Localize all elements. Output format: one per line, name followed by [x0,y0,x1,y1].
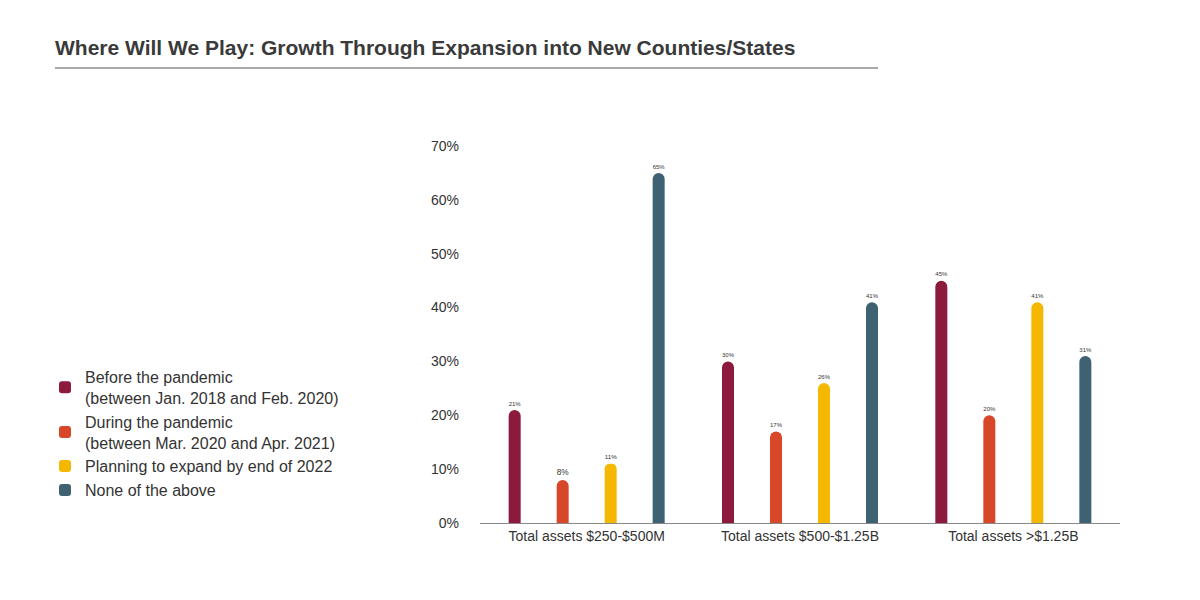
svg-text:Total assets >$1.25B: Total assets >$1.25B [948,528,1078,544]
svg-text:50%: 50% [431,246,459,262]
svg-text:41%: 41% [866,293,879,299]
svg-text:60%: 60% [431,192,459,208]
svg-text:45%: 45% [935,271,948,277]
svg-text:70%: 70% [431,138,459,154]
svg-text:Total assets $500-$1.25B: Total assets $500-$1.25B [721,528,879,544]
svg-text:65%: 65% [653,164,666,170]
svg-text:Total assets $250-$500M: Total assets $250-$500M [508,528,664,544]
svg-text:Where Will We Play: Growth Thr: Where Will We Play: Growth Through Expan… [55,36,795,59]
svg-text:26%: 26% [818,374,831,380]
svg-text:41%: 41% [1031,293,1044,299]
svg-text:30%: 30% [722,352,735,358]
svg-text:40%: 40% [431,299,459,315]
svg-text:Planning to expand by end of 2: Planning to expand by end of 2022 [85,458,332,475]
svg-text:20%: 20% [431,407,459,423]
svg-text:21%: 21% [509,401,522,407]
svg-text:31%: 31% [1079,347,1092,353]
svg-text:11%: 11% [605,453,617,460]
svg-text:20%: 20% [983,406,996,412]
svg-text:30%: 30% [431,353,459,369]
svg-text:Before the pandemic(between Ja: Before the pandemic(between Jan. 2018 an… [85,369,339,407]
svg-text:8%: 8% [557,467,570,477]
svg-text:None of the above: None of the above [85,482,216,499]
svg-text:0%: 0% [439,515,459,531]
svg-text:10%: 10% [431,461,459,477]
svg-text:17%: 17% [770,422,783,428]
svg-text:During the pandemic(between Ma: During the pandemic(between Mar. 2020 an… [85,414,335,452]
